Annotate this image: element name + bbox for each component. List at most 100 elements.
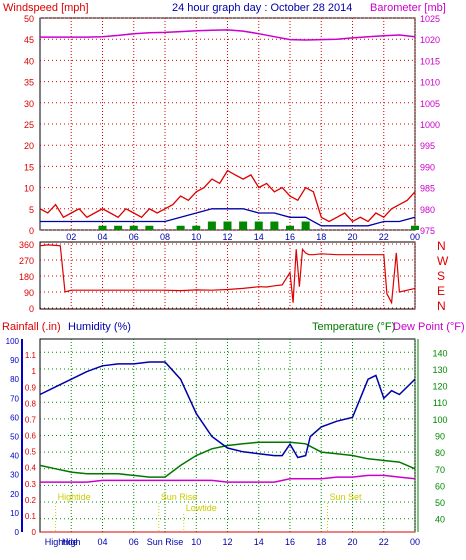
- lower-x-tick-label: 04: [97, 537, 107, 547]
- temperature-tick-label: 120: [432, 382, 447, 392]
- humidity-tick-label: 0: [15, 528, 20, 537]
- lower-x-tick-label: 16: [285, 537, 295, 547]
- wind-green-bar: [286, 225, 294, 230]
- barometer-tick-label: 1005: [420, 99, 440, 109]
- temperature-tick-label: 140: [432, 348, 447, 358]
- chart-marks: 0510152025303540455097598098599099510001…: [6, 14, 449, 547]
- humidity-tick-label: 20: [10, 490, 19, 499]
- lower-x-tick-label: Sun Rise: [147, 537, 184, 547]
- wind-tick-label: 50: [24, 14, 34, 24]
- wind-green-bar: [223, 221, 232, 230]
- wind-green-bar: [254, 221, 263, 230]
- wind-green-bar: [192, 225, 201, 230]
- compass-label: W: [437, 254, 449, 268]
- chart-title: 24 hour graph day : October 28 2014: [172, 2, 352, 14]
- wind-x-tick-label: 20: [347, 232, 357, 242]
- humidity-tick-label: 80: [10, 375, 19, 384]
- humidity-tick-label: 30: [10, 471, 19, 480]
- rain-tick-label: 0.3: [25, 480, 37, 489]
- barometer-tick-label: 1020: [420, 35, 440, 45]
- wind-x-tick-label: 02: [66, 232, 76, 242]
- humidity-tick-label: 10: [10, 509, 19, 518]
- wind-green-bar: [301, 221, 310, 230]
- temperature-tick-label: 50: [435, 498, 445, 508]
- event-marker-label: Sun Set: [330, 492, 363, 502]
- lower-x-tick-label: 20: [347, 537, 357, 547]
- barometer-tick-label: 990: [420, 162, 435, 172]
- wind-green-bar: [98, 225, 107, 230]
- barometer-tick-label: 975: [420, 226, 435, 236]
- wind-x-tick-label: 12: [222, 232, 232, 242]
- dewpoint-axis-label: Dew Point (°F): [393, 321, 465, 333]
- barometer-tick-label: 1010: [420, 78, 440, 88]
- temperature-tick-label: 80: [435, 448, 445, 458]
- temperature-tick-label: 60: [435, 481, 445, 491]
- rain-tick-label: 0.4: [25, 464, 37, 473]
- compass-label: N: [437, 239, 446, 253]
- direction-tick-label: 270: [19, 256, 34, 266]
- wind-x-tick-label: 04: [97, 232, 107, 242]
- wind-tick-label: 15: [24, 162, 34, 172]
- rain-tick-label: 1: [32, 367, 37, 376]
- temperature-tick-label: 110: [433, 398, 447, 408]
- wind-green-bar: [145, 225, 154, 230]
- rain-tick-label: 0.8: [25, 399, 37, 408]
- wind-tick-label: 25: [24, 120, 34, 130]
- wind-tick-label: 30: [24, 99, 34, 109]
- direction-tick-label: 90: [24, 288, 34, 298]
- temperature-tick-label: 70: [435, 465, 445, 475]
- humidity-tick-label: 90: [10, 356, 19, 365]
- lower-x-tick-label: 06: [129, 537, 139, 547]
- rain-tick-label: 0.1: [25, 512, 37, 521]
- wind-x-tick-label: 18: [316, 232, 326, 242]
- direction-tick-label: 0: [29, 304, 34, 314]
- lower-x-tick-label: 18: [316, 537, 326, 547]
- wind-green-bar: [207, 221, 216, 230]
- wind-tick-label: 20: [24, 141, 34, 151]
- barometer-axis-label: Barometer [mb]: [370, 2, 446, 14]
- humidity-axis-label: Humidity (%): [68, 321, 131, 333]
- wind-green-bar: [239, 221, 248, 230]
- rain-tick-label: 0: [32, 528, 37, 537]
- event-marker-label: Hightide: [58, 492, 91, 502]
- temperature-tick-label: 100: [432, 415, 447, 425]
- wind-green-bar: [176, 225, 185, 230]
- direction-tick-label: 360: [19, 240, 34, 250]
- barometer-tick-label: 980: [420, 205, 435, 215]
- rain-tick-label: 1.1: [25, 351, 37, 360]
- lower-x-tick-label: 22: [379, 537, 389, 547]
- direction-tick-label: 180: [19, 272, 34, 282]
- direction-line: [39, 244, 416, 305]
- wind-x-tick-label: 14: [254, 232, 264, 242]
- humidity-tick-label: 50: [10, 433, 19, 442]
- wind-green-bar: [411, 225, 419, 230]
- windspeed-axis-label: Windspeed [mph]: [3, 2, 89, 14]
- temperature-line: [39, 441, 416, 478]
- humidity-tick-label: 100: [6, 337, 20, 346]
- rain-tick-label: 0.2: [25, 496, 37, 505]
- rainfall-axis-label: Rainfall (.in): [2, 321, 61, 333]
- lower-x-tick-label: 12: [222, 537, 232, 547]
- wind-green-bar: [270, 221, 279, 230]
- rain-tick-label: 0.5: [25, 448, 37, 457]
- wind-tick-label: 35: [24, 78, 34, 88]
- barometer-tick-label: 995: [420, 141, 435, 151]
- wind-green-bar: [114, 225, 123, 230]
- wind-tick-label: 40: [24, 56, 34, 66]
- wind-tick-label: 45: [24, 35, 34, 45]
- temperature-tick-label: 90: [435, 432, 445, 442]
- wind-tick-label: 10: [24, 184, 34, 194]
- lower-x-tick-label: High: [62, 537, 81, 547]
- wind-green-bar: [129, 225, 138, 230]
- barometer-tick-label: 1015: [420, 56, 440, 66]
- barometer-tick-label: 1025: [420, 14, 440, 24]
- wind-x-tick-label: 06: [129, 232, 139, 242]
- humidity-tick-label: 40: [10, 452, 19, 461]
- compass-label: E: [437, 284, 445, 298]
- wind-gust-line: [39, 169, 416, 223]
- wind-x-tick-label: 10: [191, 232, 201, 242]
- lower-x-tick-label: 00: [410, 537, 420, 547]
- temperature-tick-label: 40: [435, 515, 445, 525]
